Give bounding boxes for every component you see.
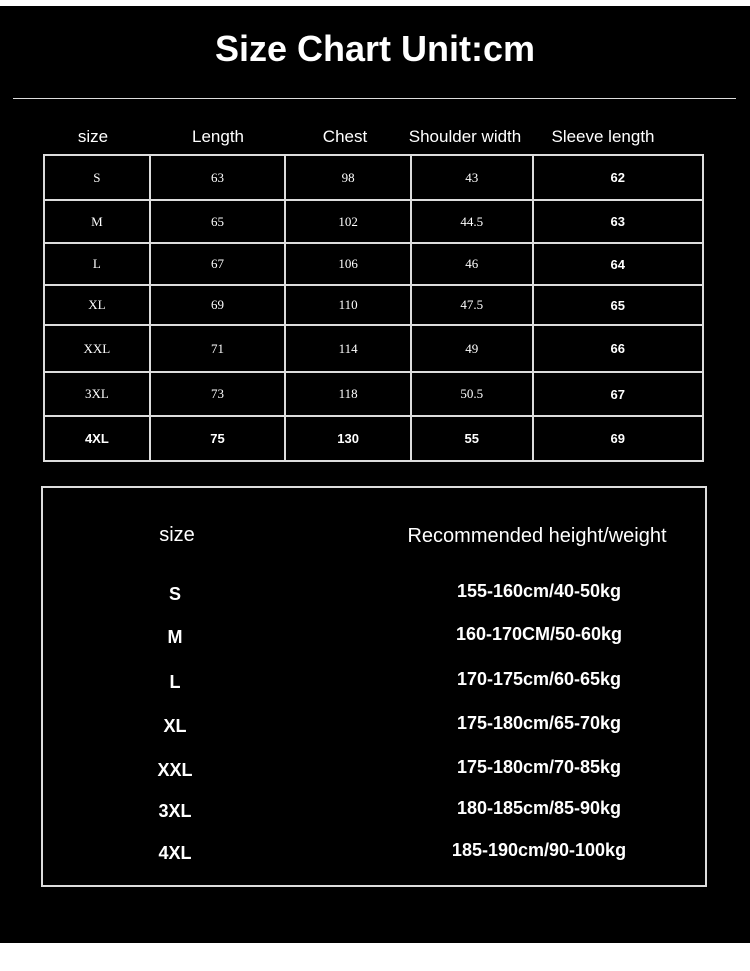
table-cell: 46 [409,242,534,286]
table-cell: 4XL [43,415,151,462]
table-row: XL 69 110 47.5 65 [43,284,705,326]
table-cell: 49 [409,324,534,373]
table-cell: XXL [43,324,151,373]
header-sleeve: Sleeve length [551,127,655,146]
rec-size: L [169,672,181,692]
table-cell: 63 [531,199,705,244]
table-cell: 110 [284,284,412,326]
table-cell: 69 [148,284,287,326]
rec-height-weight: 175-180cm/65-70kg [456,713,622,733]
table-cell: M [43,199,151,244]
table-cell: 63 [148,154,287,201]
header-shoulder: Shoulder width [408,127,522,146]
rec-height-weight: 180-185cm/85-90kg [456,798,622,818]
table-cell: 102 [284,199,412,244]
header-size: size [77,127,109,146]
rec-size: S [168,584,182,604]
table-cell: 118 [284,371,412,417]
table-row: 4XL 75 130 55 69 [43,415,705,462]
table-cell: 114 [284,324,412,373]
table-cell: 73 [148,371,287,417]
rec-height-weight: 175-180cm/70-85kg [456,757,622,777]
table-cell: 130 [284,415,412,462]
table-cell: S [43,154,151,201]
rec-size: 4XL [158,843,192,863]
table-cell: 106 [284,242,412,286]
table-cell: L [43,242,151,286]
recommendation-box [41,486,707,887]
table-cell: 3XL [43,371,151,417]
measurement-table: S 63 98 43 62 M 65 102 44.5 63 L 67 106 46 64 XL 69 110 47… [43,154,705,462]
table-cell: XL [43,284,151,326]
table-row: XXL 71 114 49 66 [43,324,705,373]
rec-size: XL [163,716,187,736]
table-cell: 64 [531,242,705,286]
table-cell: 75 [148,415,287,462]
rec-header-height-weight: Recommended height/weight [407,525,667,547]
header-chest: Chest [322,127,368,146]
table-cell: 67 [531,371,705,417]
page-title: Size Chart Unit:cm [214,28,536,69]
table-row: 3XL 73 118 50.5 67 [43,371,705,417]
rec-size: 3XL [158,801,192,821]
table-row: L 67 106 46 64 [43,242,705,286]
table-row: M 65 102 44.5 63 [43,199,705,244]
table-cell: 62 [531,154,705,201]
rec-size: M [167,627,183,647]
table-cell: 50.5 [409,371,534,417]
rec-size: XXL [157,760,193,780]
table-cell: 47.5 [409,284,534,326]
table-cell: 55 [409,415,534,462]
rec-height-weight: 185-190cm/90-100kg [451,840,627,860]
rec-height-weight: 170-175cm/60-65kg [456,669,622,689]
table-cell: 67 [148,242,287,286]
divider [13,98,736,99]
rec-height-weight: 160-170CM/50-60kg [455,624,623,644]
table-cell: 71 [148,324,287,373]
table-cell: 69 [531,415,705,462]
table-cell: 44.5 [409,199,534,244]
table-cell: 43 [409,154,534,201]
header-length: Length [192,127,244,146]
table-cell: 65 [148,199,287,244]
table-cell: 66 [531,324,705,373]
table-cell: 65 [531,284,705,326]
table-row: S 63 98 43 62 [43,154,705,201]
table-cell: 98 [284,154,412,201]
rec-height-weight: 155-160cm/40-50kg [456,581,622,601]
rec-header-size: size [159,524,195,546]
